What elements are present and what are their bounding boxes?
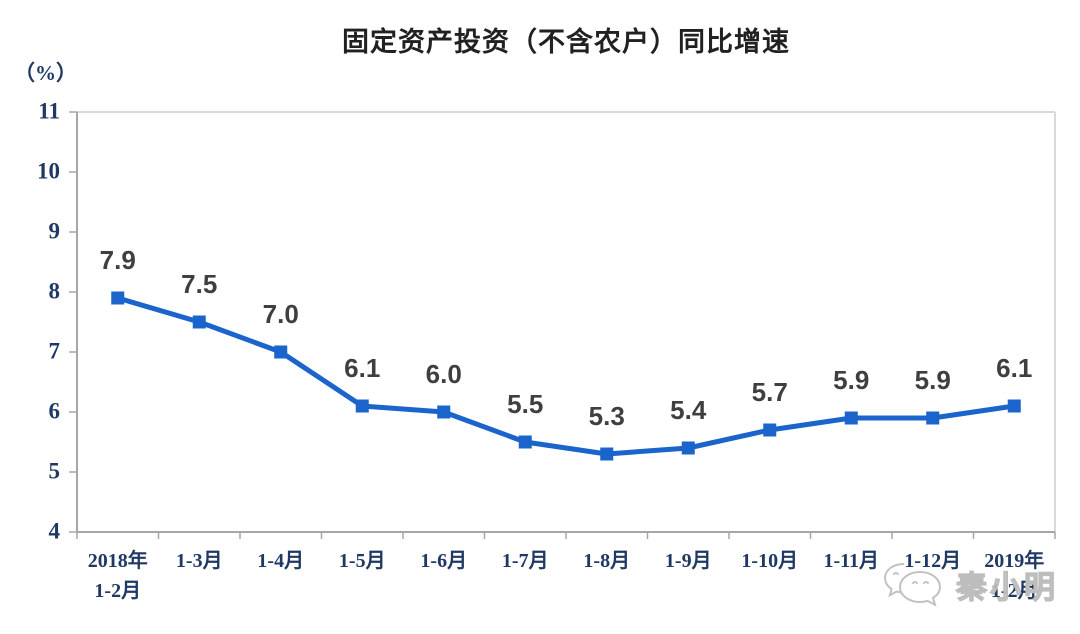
x-axis-tick-label: 1-6月	[420, 550, 468, 572]
x-axis-tick-label: 1-3月	[175, 550, 223, 572]
y-axis-unit-label: （%）	[14, 61, 77, 85]
y-axis-tick-label: 4	[48, 518, 61, 544]
data-point-marker	[274, 345, 288, 359]
x-axis-tick-label: 1-7月	[501, 550, 549, 572]
data-point-label: 7.0	[262, 299, 299, 329]
x-axis-tick-label: 1-4月	[257, 550, 305, 572]
data-point-label: 5.9	[833, 365, 870, 395]
data-point-marker	[192, 315, 206, 329]
wechat-icon	[883, 563, 942, 607]
x-axis-tick-label: 1-8月	[583, 550, 631, 572]
y-axis-tick-label: 6	[48, 398, 61, 424]
data-point-marker	[600, 447, 614, 461]
data-point-marker	[763, 423, 777, 437]
data-point-label: 6.0	[425, 359, 462, 389]
chart-title: 固定资产投资（不含农户）同比增速	[342, 27, 790, 57]
x-axis-tick-label: 1-10月	[741, 550, 799, 572]
y-axis-tick-label: 10	[37, 158, 60, 184]
data-point-label: 7.9	[99, 245, 136, 275]
data-point-label: 5.4	[670, 395, 707, 425]
data-point-marker	[926, 411, 940, 425]
data-point-label: 7.5	[181, 269, 218, 299]
watermark: 秦小明	[874, 556, 1058, 618]
data-point-label: 5.5	[507, 389, 544, 419]
x-axis-tick-label: 1-9月	[664, 550, 712, 572]
y-axis-tick-label: 5	[48, 458, 61, 484]
data-point-marker	[355, 399, 369, 413]
data-point-label: 5.7	[751, 377, 788, 407]
data-point-marker	[681, 441, 695, 455]
y-axis-tick-label: 11	[38, 98, 60, 124]
x-axis-tick-label: 2018年 1-2月	[87, 550, 148, 602]
x-axis-tick-label: 1-11月	[823, 550, 880, 572]
x-axis-tick-label: 1-5月	[338, 550, 386, 572]
data-point-label: 6.1	[996, 353, 1033, 383]
data-point-marker	[111, 291, 125, 305]
x-axis-tick-label: 1-12月	[904, 550, 962, 572]
x-axis-tick-label: 2019年 1-2月	[984, 550, 1045, 602]
y-axis-tick-label: 7	[48, 338, 61, 364]
series-line	[117, 295, 1015, 457]
data-point-label: 6.1	[344, 353, 381, 383]
data-point-marker	[518, 435, 532, 449]
data-point-label: 5.3	[588, 401, 625, 431]
data-point-marker	[1007, 399, 1021, 413]
data-point-marker	[844, 411, 858, 425]
y-axis-tick-label: 9	[48, 218, 61, 244]
data-point-label: 5.9	[914, 365, 951, 395]
y-axis-tick-label: 8	[48, 278, 61, 304]
data-point-marker	[437, 405, 451, 419]
watermark-text: 秦小明	[955, 569, 1058, 605]
